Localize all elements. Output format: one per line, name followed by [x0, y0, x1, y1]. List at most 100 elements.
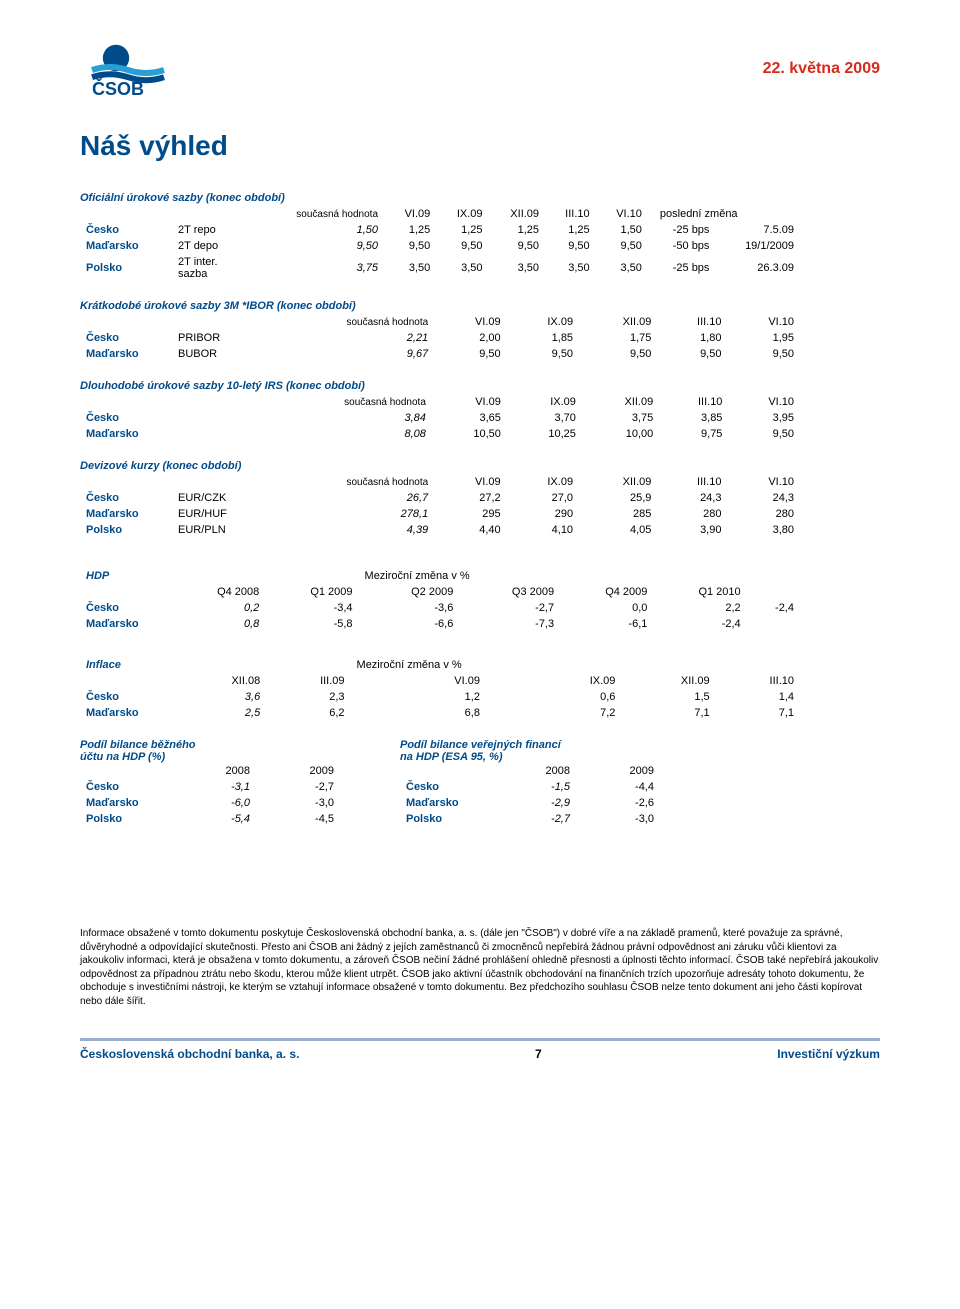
- footer: Československá obchodní banka, a. s. 7 I…: [80, 1038, 880, 1061]
- section-title-pf-line1: Podíl bilance veřejných financí: [400, 739, 660, 751]
- row-label: Česko: [80, 410, 172, 426]
- table-row: Maďarsko -6,0 -3,0: [80, 795, 340, 811]
- cell: 2,2: [653, 600, 746, 616]
- table-row: Česko EUR/CZK 26,7 27,2 27,0 25,9 24,3 2…: [80, 490, 800, 506]
- cell: 10,00: [582, 426, 659, 442]
- table-row: Polsko EUR/PLN 4,39 4,40 4,10 4,05 3,90 …: [80, 522, 800, 538]
- cell: 9,50: [727, 346, 800, 362]
- cell: 1,4: [716, 689, 800, 705]
- col-header: poslední změna: [648, 206, 800, 222]
- cell: 9,75: [659, 426, 728, 442]
- table-row: Česko 3,6 2,3 1,2 0,6 1,5 1,4: [80, 689, 800, 705]
- cell: 1,75: [579, 330, 657, 346]
- col-header: III.10: [545, 206, 596, 222]
- cell: -2,7: [256, 779, 340, 795]
- cell: 9,50: [254, 238, 384, 254]
- cell: 4,10: [507, 522, 579, 538]
- col-header: VI.09: [384, 206, 436, 222]
- table-row: Polsko 2T inter. sazba 3,75 3,50 3,50 3,…: [80, 254, 800, 282]
- cell: 1,50: [254, 222, 384, 238]
- cell: -3,4: [265, 600, 358, 616]
- col-sub-label: současná hodnota: [254, 314, 434, 330]
- cell: 3,50: [545, 254, 596, 282]
- col-header: XII.09: [582, 394, 659, 410]
- row-label: Maďarsko: [80, 238, 172, 254]
- cell: 9,50: [507, 346, 579, 362]
- cell: 0,6: [486, 689, 621, 705]
- row-sub: 2T inter. sazba: [172, 254, 254, 282]
- col-header: Q3 2009: [459, 584, 560, 600]
- row-sub: 2T depo: [172, 238, 254, 254]
- section-title-fx: Devizové kurzy (konec období): [80, 460, 880, 472]
- table-header-row: Inflace Meziroční změna v %: [80, 657, 800, 673]
- cell: 3,70: [507, 410, 582, 426]
- table-header-row: současná hodnota VI.09 IX.09 XII.09 III.…: [80, 474, 800, 490]
- table-header-row: HDP Meziroční změna v %: [80, 568, 800, 584]
- cell: 6,2: [266, 705, 350, 721]
- row-sub: 2T repo: [172, 222, 254, 238]
- cell: 26,7: [254, 490, 434, 506]
- cell: 290: [507, 506, 579, 522]
- row-label: Polsko: [80, 522, 172, 538]
- top-bar: ČSOB 22. května 2009: [80, 40, 880, 100]
- cell: -2,7: [492, 811, 576, 827]
- table-row: Česko 2T repo 1,50 1,25 1,25 1,25 1,25 1…: [80, 222, 800, 238]
- table-fx-rates: současná hodnota VI.09 IX.09 XII.09 III.…: [80, 474, 800, 538]
- cell: -3,0: [576, 811, 660, 827]
- cell: 3,84: [254, 410, 432, 426]
- section-title-ca-line2: účtu na HDP (%): [80, 751, 340, 763]
- col-header: IX.09: [436, 206, 488, 222]
- col-header: IX.09: [507, 474, 579, 490]
- cell: -5,4: [172, 811, 256, 827]
- table-header-row: Q4 2008 Q1 2009 Q2 2009 Q3 2009 Q4 2009 …: [80, 584, 800, 600]
- col-header: VI.09: [351, 673, 486, 689]
- table-row: Maďarsko 0,8 -5,8 -6,6 -7,3 -6,1 -2,4: [80, 616, 800, 632]
- cell: 1,2: [351, 689, 486, 705]
- cell: -7,3: [459, 616, 560, 632]
- section-title-gdp: HDP: [80, 568, 172, 584]
- cell: 1,25: [384, 222, 436, 238]
- table-header-row: 2008 2009: [80, 763, 340, 779]
- cell: 1,80: [657, 330, 727, 346]
- cell: 27,0: [507, 490, 579, 506]
- col-header: III.10: [716, 673, 800, 689]
- cell: 9,50: [545, 238, 596, 254]
- col-header: IX.09: [507, 314, 579, 330]
- cell: 27,2: [434, 490, 506, 506]
- row-label: Polsko: [400, 811, 492, 827]
- table-current-account: 2008 2009 Česko -3,1 -2,7 Maďarsko -6,0 …: [80, 763, 340, 827]
- col-header: XII.09: [489, 206, 546, 222]
- cell: 0,0: [560, 600, 653, 616]
- cell: -6,0: [172, 795, 256, 811]
- cell: 3,50: [436, 254, 488, 282]
- table-row: Česko -1,5 -4,4: [400, 779, 660, 795]
- cell: 4,40: [434, 522, 506, 538]
- col-header: VI.09: [432, 394, 507, 410]
- table-row: Polsko -5,4 -4,5: [80, 811, 340, 827]
- row-label: Česko: [80, 222, 172, 238]
- table-long-rates: současná hodnota VI.09 IX.09 XII.09 III.…: [80, 394, 800, 442]
- col-header: III.10: [657, 474, 727, 490]
- cell: 3,75: [582, 410, 659, 426]
- cell: 3,50: [596, 254, 648, 282]
- section-title-pf-line2: na HDP (ESA 95, %): [400, 751, 660, 763]
- col-header: XII.08: [172, 673, 266, 689]
- col-header: III.10: [657, 314, 727, 330]
- cell: 6,8: [351, 705, 486, 721]
- col-header: Q2 2009: [359, 584, 460, 600]
- row-label: Maďarsko: [80, 346, 172, 362]
- table-row: Polsko -2,7 -3,0: [400, 811, 660, 827]
- table-header-row: současná hodnota VI.09 IX.09 XII.09 III.…: [80, 206, 800, 222]
- cell: 280: [727, 506, 800, 522]
- row-sub: BUBOR: [172, 346, 254, 362]
- subtitle: Meziroční změna v %: [351, 657, 622, 673]
- col-header: Q1 2010: [653, 584, 746, 600]
- table-row: Maďarsko EUR/HUF 278,1 295 290 285 280 2…: [80, 506, 800, 522]
- cell: 10,25: [507, 426, 582, 442]
- row-sub: EUR/HUF: [172, 506, 254, 522]
- section-title-ca-line1: Podíl bilance běžného: [80, 739, 340, 751]
- section-title-short: Krátkodobé úrokové sazby 3M *IBOR (konec…: [80, 300, 880, 312]
- cell: 3,50: [384, 254, 436, 282]
- cell: -6,6: [359, 616, 460, 632]
- cell: 7,1: [716, 705, 800, 721]
